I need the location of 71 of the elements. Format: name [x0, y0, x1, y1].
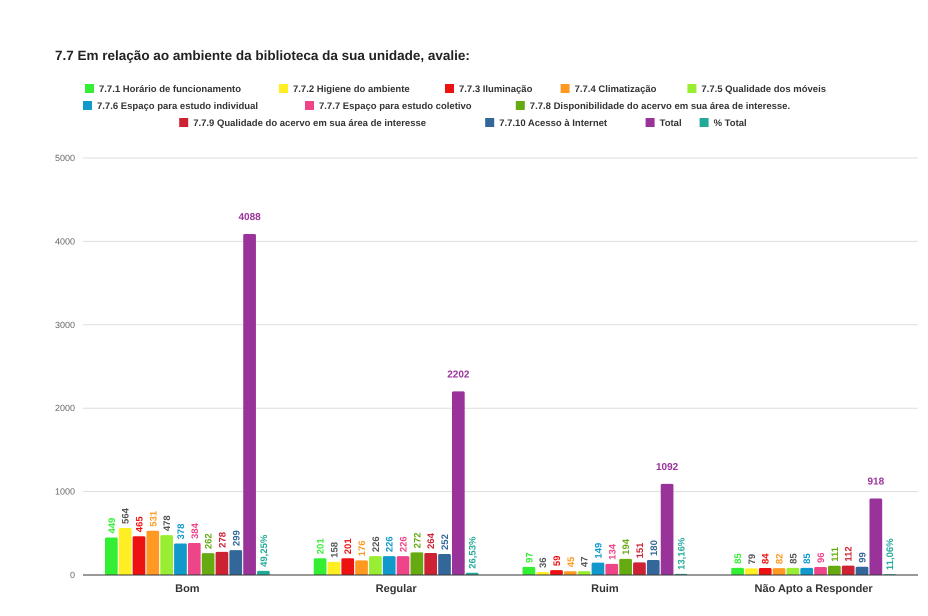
data-label: 262 — [204, 533, 215, 550]
data-label: 96 — [816, 552, 828, 563]
data-label: 378 — [176, 524, 187, 540]
legend-label: 7.7.10 Acesso à Internet — [499, 118, 608, 129]
data-label: 278 — [217, 532, 228, 548]
data-label: 918 — [867, 476, 885, 488]
data-label: 264 — [426, 532, 438, 549]
legend-label: 7.7.2 Higiene do ambiente — [293, 84, 410, 95]
data-label: 151 — [634, 542, 646, 558]
data-label: 4088 — [238, 212, 262, 224]
data-label: 47 — [580, 556, 591, 568]
data-label: 180 — [648, 540, 660, 556]
data-label: 465 — [134, 516, 146, 532]
data-label: 194 — [621, 538, 632, 555]
data-label: 299 — [231, 530, 242, 546]
data-label: 79 — [746, 554, 758, 564]
data-label: 59 — [552, 556, 563, 566]
data-label: 2202 — [447, 369, 470, 380]
data-label: 85 — [733, 552, 744, 564]
legend-label: 7.7.7 Espaço para estudo coletivo — [319, 101, 472, 112]
legend-label: Total — [660, 118, 682, 129]
data-label: 384 — [190, 522, 201, 539]
chart-title: 7.7 Em relação ao ambiente da biblioteca da sua unidade, avalie: — [55, 48, 470, 63]
data-label: 201 — [343, 538, 354, 554]
y-tick-label: 4000 — [54, 236, 75, 246]
legend-label: 7.7.6 Espaço para estudo individual — [97, 101, 258, 112]
data-label: 112 — [844, 546, 855, 562]
x-tick-label: Regular — [376, 583, 418, 595]
data-label: 149 — [593, 542, 604, 559]
data-label: 226 — [370, 536, 382, 552]
data-label: 158 — [329, 542, 340, 558]
data-label: 531 — [148, 510, 160, 527]
data-label: 97 — [524, 552, 536, 563]
data-label: 564 — [120, 507, 132, 524]
data-label: 226 — [384, 536, 396, 552]
legend-label: 7.7.1 Horário de funcionamento — [99, 84, 242, 95]
data-label: 1092 — [656, 462, 679, 473]
x-tick-label: Bom — [175, 583, 200, 595]
data-label: 449 — [106, 518, 118, 534]
legend-label: 7.7.8 Disponibilidade do acervo em sua área de interesse. — [530, 101, 790, 112]
data-label: 82 — [774, 554, 786, 564]
y-tick-label: 0 — [70, 570, 75, 580]
data-label: 11,06% — [885, 538, 896, 570]
data-label: 201 — [316, 538, 327, 554]
data-label: 111 — [830, 546, 841, 562]
data-label: 252 — [440, 534, 452, 550]
data-label: 226 — [398, 536, 410, 552]
x-tick-label: Não Apto a Responder — [754, 583, 874, 595]
x-tick-label: Ruim — [591, 583, 619, 595]
legend-label: % Total — [714, 118, 747, 129]
data-label: 134 — [607, 543, 618, 560]
y-tick-label: 1000 — [54, 486, 75, 497]
legend-label: 7.7.5 Qualidade dos móveis — [701, 84, 826, 95]
data-label: 13,16% — [676, 537, 688, 570]
y-tick-label: 3000 — [54, 320, 75, 330]
data-label: 478 — [162, 515, 174, 532]
y-tick-label: 5000 — [54, 153, 75, 163]
legend-label: 7.7.3 Iluminação — [459, 84, 533, 95]
data-label: 36 — [538, 557, 550, 568]
data-label: 45 — [566, 556, 577, 568]
data-label: 176 — [357, 540, 368, 556]
data-label: 84 — [760, 552, 772, 564]
legend-label: 7.7.9 Qualidade do acervo em sua área de interesse — [193, 118, 426, 129]
data-label: 85 — [802, 552, 814, 564]
legend-label: 7.7.4 Climatização — [574, 84, 657, 95]
data-label: 99 — [858, 552, 869, 563]
data-label: 85 — [788, 552, 800, 564]
data-label: 26,53% — [468, 536, 479, 569]
y-tick-label: 2000 — [54, 403, 75, 414]
data-label: 49,25% — [258, 534, 270, 567]
data-label: 272 — [412, 532, 424, 548]
